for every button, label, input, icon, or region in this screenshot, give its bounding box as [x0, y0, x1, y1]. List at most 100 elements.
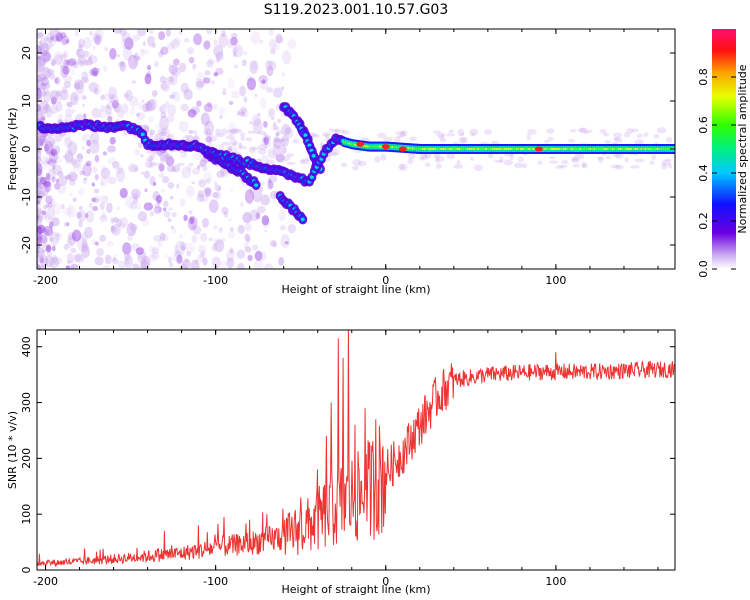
- noise-blob: [45, 83, 51, 89]
- noise-blob: [664, 158, 672, 162]
- noise-blob: [196, 193, 205, 202]
- noise-blob: [656, 127, 667, 134]
- noise-blob: [62, 207, 72, 216]
- noise-blob: [241, 59, 247, 67]
- noise-blob: [148, 245, 156, 253]
- noise-blob: [40, 77, 50, 87]
- noise-blob: [93, 70, 98, 76]
- noise-blob: [72, 61, 79, 69]
- band-core: [489, 148, 493, 150]
- noise-blob: [610, 164, 621, 169]
- noise-blob: [140, 153, 144, 158]
- noise-blob: [88, 55, 98, 64]
- noise-blob: [65, 173, 75, 181]
- noise-blob: [252, 188, 263, 203]
- noise-blob: [46, 40, 53, 50]
- noise-blob: [275, 150, 285, 163]
- noise-blob: [53, 54, 64, 65]
- noise-blob: [116, 207, 120, 210]
- snr-xtick-label: 0: [382, 575, 389, 588]
- noise-blob: [146, 100, 151, 107]
- noise-blob: [46, 207, 56, 221]
- noise-blob: [268, 60, 277, 71]
- noise-blob: [255, 212, 261, 220]
- noise-blob: [623, 132, 630, 138]
- noise-blob: [37, 261, 40, 268]
- noise-blob: [76, 153, 84, 163]
- noise-blob: [37, 162, 43, 177]
- noise-blob: [139, 49, 145, 57]
- noise-blob: [38, 107, 42, 113]
- hotspot: [356, 141, 365, 147]
- noise-blob: [184, 258, 189, 263]
- noise-blob: [133, 59, 139, 66]
- noise-blob: [271, 117, 275, 121]
- noise-blob: [219, 114, 223, 120]
- noise-blob: [258, 75, 268, 84]
- colorbar-tick-label: 0.2: [697, 212, 710, 230]
- noise-blob: [108, 97, 114, 103]
- noise-blob: [148, 161, 156, 168]
- noise-blob: [249, 120, 253, 125]
- band-core: [638, 148, 642, 150]
- noise-blob: [70, 263, 79, 269]
- noise-blob: [137, 141, 143, 149]
- noise-blob: [547, 136, 554, 142]
- noise-blob: [130, 201, 137, 210]
- band-core: [577, 148, 581, 150]
- noise-blob: [132, 34, 141, 42]
- noise-blob: [41, 50, 51, 63]
- noise-blob: [264, 263, 274, 269]
- noise-blob: [250, 146, 259, 151]
- noise-blob: [52, 165, 56, 170]
- noise-blob: [106, 100, 114, 110]
- noise-blob: [44, 140, 54, 155]
- band-core: [621, 148, 625, 150]
- noise-blob: [503, 159, 514, 166]
- noise-blob: [43, 36, 50, 42]
- noise-blob: [62, 50, 69, 59]
- noise-blob: [280, 135, 289, 147]
- noise-blob: [39, 138, 46, 145]
- noise-blob: [401, 130, 408, 137]
- noise-blob: [37, 134, 43, 144]
- noise-blob: [196, 71, 206, 88]
- noise-blob: [269, 240, 277, 247]
- noise-blob: [69, 65, 76, 76]
- band-core: [634, 148, 638, 150]
- noise-blob: [63, 81, 72, 89]
- noise-blob: [604, 140, 611, 144]
- noise-blob: [43, 43, 51, 51]
- band-core: [664, 148, 668, 150]
- noise-blob: [39, 255, 49, 268]
- noise-blob: [577, 153, 585, 160]
- noise-blob: [88, 69, 94, 76]
- band-core: [391, 146, 395, 149]
- noise-blob: [147, 35, 155, 47]
- noise-blob: [571, 157, 580, 164]
- noise-blob: [158, 206, 163, 213]
- noise-blob: [239, 132, 246, 137]
- noise-blob: [75, 48, 81, 57]
- noise-blob: [243, 241, 249, 249]
- noise-blob: [52, 203, 62, 215]
- noise-blob: [382, 136, 393, 142]
- noise-blob: [237, 224, 245, 234]
- noise-blob: [147, 99, 156, 112]
- noise-blob: [435, 157, 440, 164]
- noise-blob: [109, 136, 116, 145]
- noise-blob: [44, 226, 49, 232]
- band-core: [550, 148, 554, 150]
- noise-blob: [473, 164, 483, 172]
- band-core: [530, 148, 534, 150]
- noise-blob: [37, 227, 48, 237]
- noise-blob: [205, 128, 211, 135]
- noise-blob: [116, 218, 122, 227]
- noise-blob: [119, 222, 126, 229]
- band-core: [423, 148, 427, 150]
- noise-blob: [94, 241, 99, 246]
- band-core: [389, 145, 393, 148]
- noise-blob: [71, 108, 76, 114]
- noise-blob: [133, 197, 139, 204]
